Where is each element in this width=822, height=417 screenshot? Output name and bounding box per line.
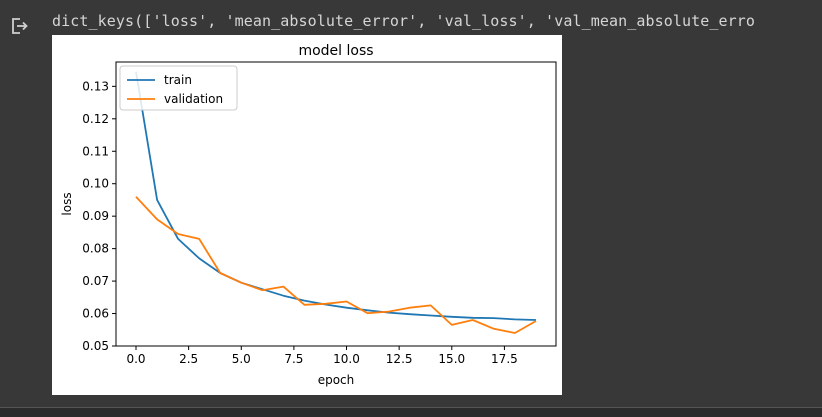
- y-tick-label: 0.12: [82, 112, 109, 126]
- y-tick-label: 0.08: [82, 242, 109, 256]
- y-tick-label: 0.10: [82, 177, 109, 191]
- legend-validation-label: validation: [164, 92, 223, 106]
- series-line-validation: [135, 196, 537, 334]
- loss-chart: model loss 0.0 2.5 5.0 7.5 10.0 12.5 15.0 17.5 0…: [60, 43, 557, 387]
- x-tick-label: 0.0: [126, 352, 145, 366]
- chart-title: model loss: [298, 43, 373, 59]
- x-tick-label: 12.5: [386, 352, 413, 366]
- plot-frame: [115, 61, 557, 347]
- x-tick-label: 15.0: [438, 352, 465, 366]
- y-tick-label: 0.11: [82, 144, 109, 158]
- x-tick-label: 10.0: [333, 352, 360, 366]
- x-tick-label: 17.5: [491, 352, 518, 366]
- series-line-train: [135, 71, 537, 321]
- y-tick-label: 0.09: [82, 209, 109, 223]
- loss-figure: model loss 0.0 2.5 5.0 7.5 10.0 12.5 15.0 17.5 0…: [52, 35, 562, 395]
- x-tick-label: 2.5: [179, 352, 198, 366]
- y-tick-label: 0.13: [82, 79, 109, 93]
- legend-train-label: train: [164, 73, 192, 87]
- y-tick-label: 0.06: [82, 307, 109, 321]
- legend: train validation: [119, 65, 238, 111]
- x-axis-label: epoch: [318, 373, 355, 387]
- x-tick-label: 5.0: [232, 352, 251, 366]
- output-redirect-icon[interactable]: [10, 16, 30, 36]
- y-tick-label: 0.05: [82, 339, 109, 353]
- x-tick-label: 7.5: [284, 352, 303, 366]
- y-tick-label: 0.07: [82, 274, 109, 288]
- cell-output-text: dict_keys(['loss', 'mean_absolute_error'…: [52, 12, 756, 30]
- y-axis-label: loss: [60, 192, 74, 215]
- cell-bottom-border: [0, 407, 822, 417]
